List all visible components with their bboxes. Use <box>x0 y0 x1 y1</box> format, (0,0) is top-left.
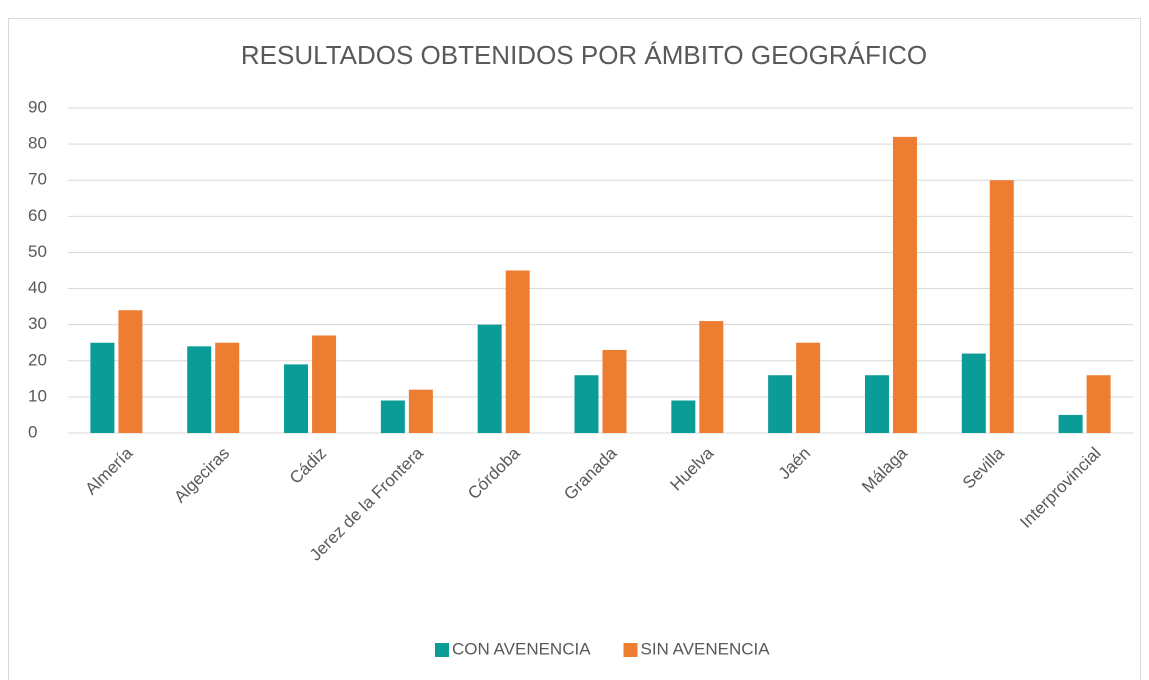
bar <box>477 324 502 433</box>
y-tick-label: 30 <box>28 314 47 333</box>
y-tick-label: 10 <box>28 386 47 405</box>
bar <box>989 180 1014 433</box>
legend-label: CON AVENENCIA <box>452 639 591 658</box>
bar <box>1086 375 1111 433</box>
bar <box>768 375 793 433</box>
bar <box>187 346 212 433</box>
bar <box>864 375 889 433</box>
bar <box>312 335 337 433</box>
bar <box>215 342 240 433</box>
y-tick-label: 20 <box>28 350 47 369</box>
y-tick-label: 80 <box>28 134 47 153</box>
bar <box>90 342 115 433</box>
y-tick-label: 0 <box>28 422 37 441</box>
legend-swatch <box>435 643 449 657</box>
y-tick-label: 60 <box>28 206 47 225</box>
bar <box>671 400 696 433</box>
bar <box>892 136 917 433</box>
bar <box>380 400 405 433</box>
chart-frame <box>8 18 1141 680</box>
bar <box>699 321 724 433</box>
y-tick-label: 70 <box>28 170 47 189</box>
bar <box>574 375 599 433</box>
bar <box>796 342 821 433</box>
bar <box>1058 414 1083 433</box>
legend-label: SIN AVENENCIA <box>641 639 771 658</box>
y-tick-label: 50 <box>28 242 47 261</box>
y-tick-label: 40 <box>28 278 47 297</box>
legend-swatch <box>623 643 638 657</box>
bar <box>505 270 530 433</box>
bar <box>284 364 309 433</box>
y-tick-label: 90 <box>28 97 47 116</box>
bar <box>118 310 143 433</box>
bar <box>602 349 627 433</box>
bar <box>408 389 433 433</box>
bar <box>961 353 986 433</box>
chart-title: RESULTADOS OBTENIDOS POR ÁMBITO GEOGRÁFI… <box>241 40 927 70</box>
